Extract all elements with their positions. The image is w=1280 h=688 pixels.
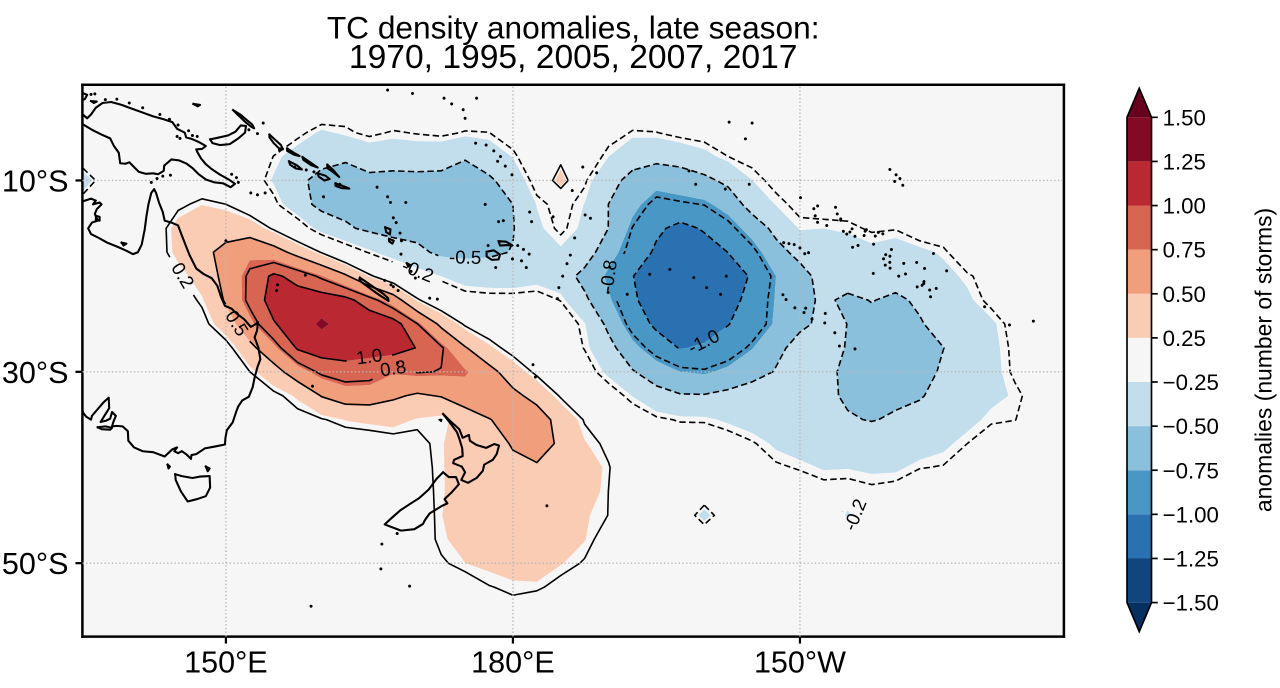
svg-text:-0.5: -0.5 (449, 246, 482, 268)
svg-text:−0.25: −0.25 (1163, 370, 1219, 395)
svg-text:anomalies (number of storms): anomalies (number of storms) (1251, 208, 1277, 512)
svg-text:1.50: 1.50 (1163, 105, 1206, 130)
svg-text:-0.8: -0.8 (596, 258, 621, 293)
svg-text:0.25: 0.25 (1163, 326, 1206, 351)
svg-text:150°W: 150°W (754, 646, 846, 680)
svg-text:30°S: 30°S (2, 356, 69, 390)
svg-text:−1.00: −1.00 (1163, 502, 1219, 527)
svg-text:−0.75: −0.75 (1163, 458, 1219, 483)
svg-text:1.25: 1.25 (1163, 149, 1206, 174)
svg-text:−1.50: −1.50 (1163, 591, 1219, 616)
svg-text:TC density anomalies, late sea: TC density anomalies, late season: (327, 10, 820, 46)
svg-text:1.0: 1.0 (355, 344, 384, 368)
svg-text:10°S: 10°S (2, 165, 69, 199)
svg-text:50°S: 50°S (2, 547, 69, 581)
svg-text:0.50: 0.50 (1163, 282, 1206, 307)
svg-text:150°E: 150°E (184, 646, 268, 680)
svg-text:180°E: 180°E (471, 646, 555, 680)
svg-text:1.00: 1.00 (1163, 194, 1206, 219)
svg-text:0.75: 0.75 (1163, 238, 1206, 263)
svg-text:−1.25: −1.25 (1163, 547, 1219, 572)
svg-text:0.8: 0.8 (379, 356, 408, 381)
svg-text:−0.50: −0.50 (1163, 414, 1219, 439)
svg-text:1970, 1995, 2005, 2007, 2017: 1970, 1995, 2005, 2007, 2017 (349, 39, 798, 76)
